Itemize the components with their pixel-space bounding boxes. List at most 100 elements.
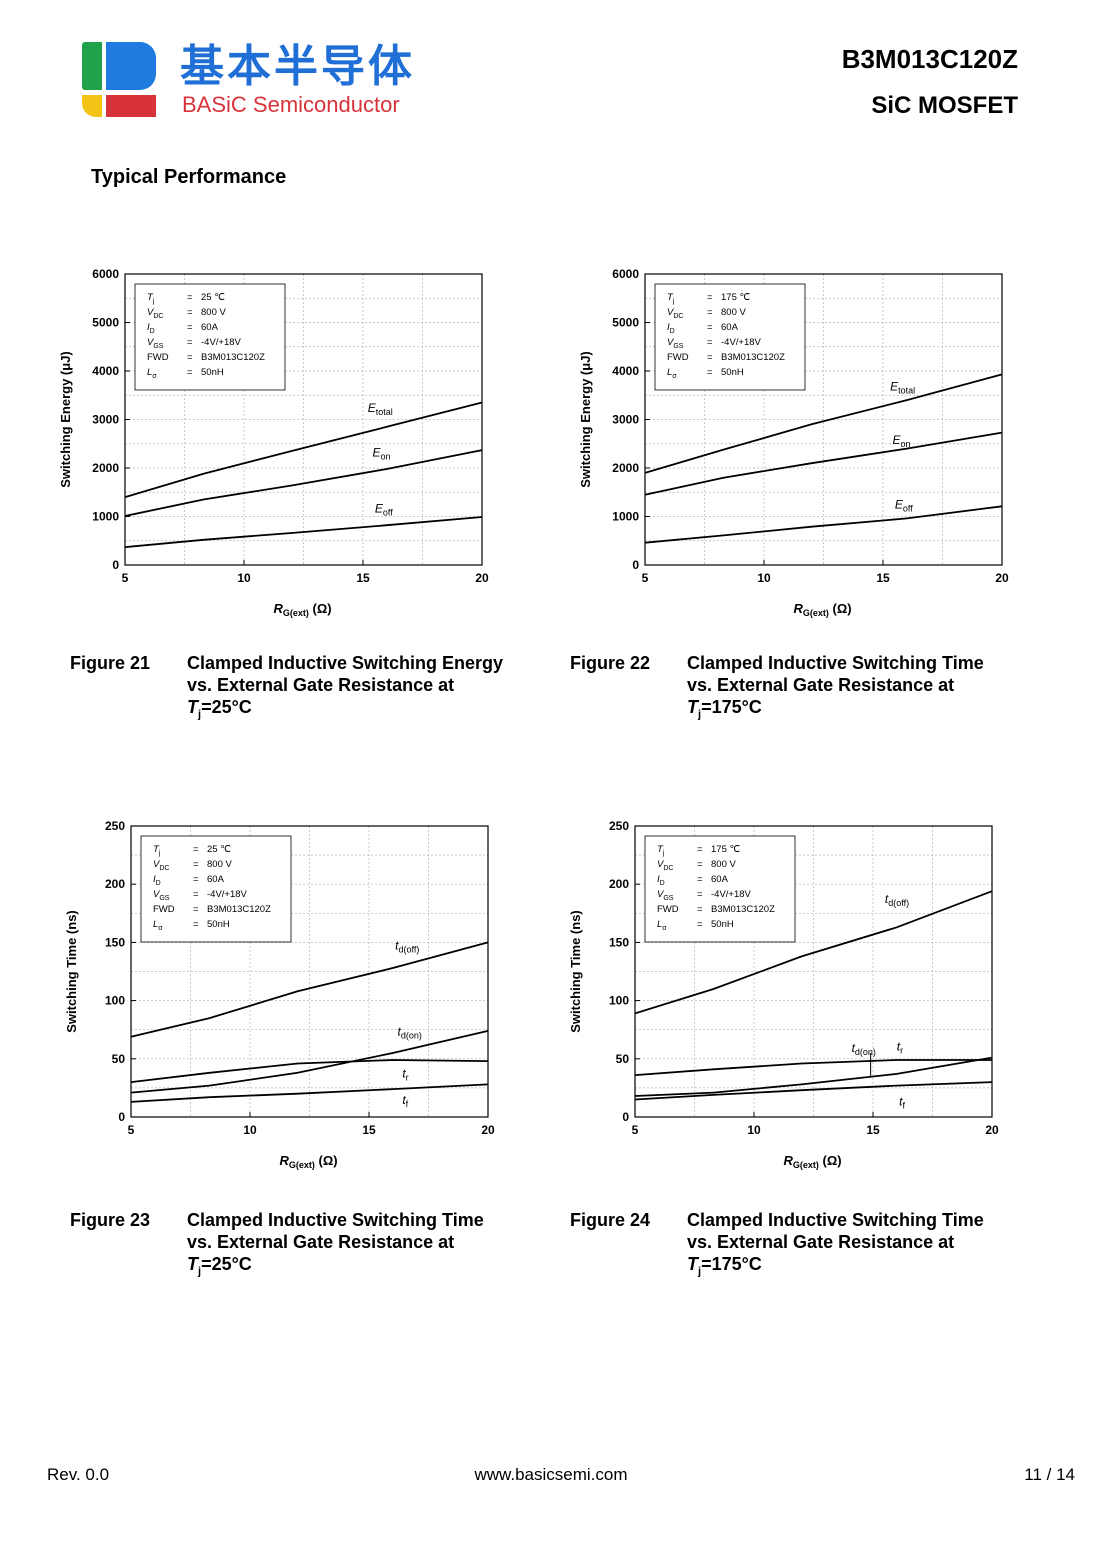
condition-symbol: VDC [667,307,683,320]
chart-switching-energy-175c: 5 10 15 20 0 1000 2000 3000 4000 5000 6000 RG(ext) … [570,262,1040,622]
conditions-box: Tj = 175 ℃ VDC = 800 V ID = 60A VGS = -4V/+18V FWD = B… [654,283,806,391]
chart-switching-time-175c: 5 10 15 20 0 50 100 150 200 250 RG(ext) (Ω) Switchi… [560,814,1030,1174]
x-tick-label: 15 [876,571,890,585]
footer-website[interactable]: www.basicsemi.com [474,1465,628,1484]
condition-value: B3M013C120Z [207,904,271,915]
x-tick-label: 15 [362,1123,376,1137]
condition-value: -4V/+18V [201,337,242,348]
company-logo: 基本半导体 BASiC Semiconductor [80,42,420,122]
figure-number: Figure 24 [570,1210,651,1230]
plot-frame [130,825,489,1118]
figure-number: Figure 22 [570,653,651,673]
series-label: Etotal [368,401,393,417]
chart-switching-energy-25c: 5 10 15 20 0 1000 2000 3000 4000 5000 6000 RG(ext) … [50,262,520,622]
conditions-frame [644,835,796,943]
condition-symbol: VGS [147,337,164,350]
series-label: Eon [893,433,911,449]
conditions-box: Tj = 25 ℃ VDC = 800 V ID = 60A VGS = -4V/+18V FWD = B3… [134,283,286,391]
company-name-english: BASiC Semiconductor [182,92,400,117]
y-tick-label: 100 [609,994,629,1008]
y-tick-label: 0 [622,1110,629,1124]
condition-symbol: VDC [657,859,673,872]
condition-equals: = [707,322,713,333]
caption-line: vs. External Gate Resistance at [187,1232,455,1252]
series-label: tf [402,1093,408,1109]
series-label: Eoff [375,502,393,518]
condition-equals: = [193,889,199,900]
condition-symbol: Lσ [153,919,163,932]
series-line-E-off [124,516,483,548]
condition-symbol: Tj [657,844,665,857]
condition-symbol: ID [147,322,155,335]
condition-value: -4V/+18V [721,337,762,348]
condition-value: 800 V [207,859,232,870]
y-tick-label: 50 [616,1052,630,1066]
condition-value: 60A [721,322,739,333]
condition-equals: = [697,904,703,915]
y-tick-label: 100 [105,994,125,1008]
series-label: Eon [373,445,391,461]
condition-value: B3M013C120Z [721,352,785,363]
condition-symbol: VDC [147,307,163,320]
condition-equals: = [707,367,713,378]
series-line-t-f [130,1083,489,1103]
y-tick-label: 250 [609,819,629,833]
caption-line: vs. External Gate Resistance at [687,675,955,695]
caption-line: Clamped Inductive Switching Time [687,653,984,673]
series-line-E-total [644,373,1003,474]
caption-condition: Tj=175°C [687,1254,762,1278]
condition-symbol: Lσ [667,367,677,380]
condition-symbol: VDC [153,859,169,872]
x-axis-label: RG(ext) (Ω) [280,1153,338,1170]
x-tick-label: 10 [237,571,251,585]
y-tick-label: 200 [105,877,125,891]
grid [125,274,482,565]
caption-line: Clamped Inductive Switching Time [187,1210,484,1230]
series-line-E-total [124,401,483,498]
x-tick-label: 5 [642,571,649,585]
chart-svg: 5 10 15 20 0 1000 2000 3000 4000 5000 6000 RG(ext) … [58,267,489,618]
series-line-t-r [130,1059,489,1083]
condition-symbol: VGS [153,889,170,902]
condition-value: B3M013C120Z [711,904,775,915]
condition-value: 60A [207,874,225,885]
condition-value: 800 V [711,859,736,870]
y-tick-label: 250 [105,819,125,833]
condition-equals: = [187,352,193,363]
x-tick-label: 10 [757,571,771,585]
condition-symbol: Lσ [147,367,157,380]
condition-value: 175 ℃ [711,844,740,855]
x-axis-label: RG(ext) (Ω) [784,1153,842,1170]
condition-equals: = [697,859,703,870]
condition-symbol: VGS [667,337,684,350]
x-tick-label: 20 [985,1123,999,1137]
y-tick-label: 2000 [92,461,119,475]
x-tick-label: 20 [481,1123,495,1137]
condition-equals: = [187,337,193,348]
condition-value: 25 ℃ [207,844,231,855]
y-tick-label: 0 [632,558,639,572]
figure-number: Figure 23 [70,1210,151,1230]
series-label: tr [402,1066,408,1082]
condition-symbol: Lσ [657,919,667,932]
series-line-t-r [634,1059,992,1076]
condition-equals: = [707,292,713,303]
part-number: B3M013C120Z [841,44,1018,74]
footer-revision: Rev. 0.0 [47,1465,110,1484]
series-line-t-f [634,1081,993,1101]
y-tick-label: 4000 [92,364,119,378]
x-tick-label: 15 [866,1123,880,1137]
device-type: SiC MOSFET [871,92,1018,119]
y-tick-label: 150 [105,935,125,949]
series-line-t-d(on) [130,1030,489,1094]
y-tick-label: 3000 [612,413,639,427]
condition-symbol: Tj [153,844,161,857]
caption-line: vs. External Gate Resistance at [687,1232,955,1252]
condition-equals: = [697,889,703,900]
condition-value: -4V/+18V [207,889,248,900]
condition-symbol: FWD [657,904,679,915]
x-tick-label: 20 [475,571,489,585]
condition-value: 60A [711,874,729,885]
condition-value: 50nH [721,367,744,378]
